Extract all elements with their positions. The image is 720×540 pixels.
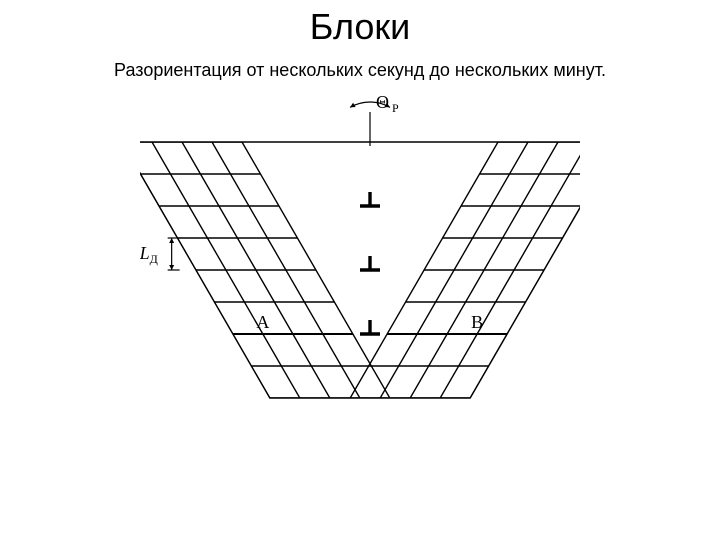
svg-text:L: L	[140, 243, 150, 263]
svg-text:Д: Д	[150, 252, 158, 266]
block-diagram: ΘP LД A B	[140, 90, 580, 410]
page-title: Блоки	[0, 6, 720, 48]
page-subtitle: Разориентация от нескольких секунд до не…	[0, 60, 720, 81]
diagram-container: ΘP LД A B	[0, 90, 720, 415]
svg-text:B: B	[471, 312, 483, 332]
svg-text:P: P	[392, 101, 399, 115]
svg-text:Θ: Θ	[376, 92, 389, 112]
svg-text:A: A	[256, 312, 269, 332]
page: Блоки Разориентация от нескольких секунд…	[0, 0, 720, 540]
